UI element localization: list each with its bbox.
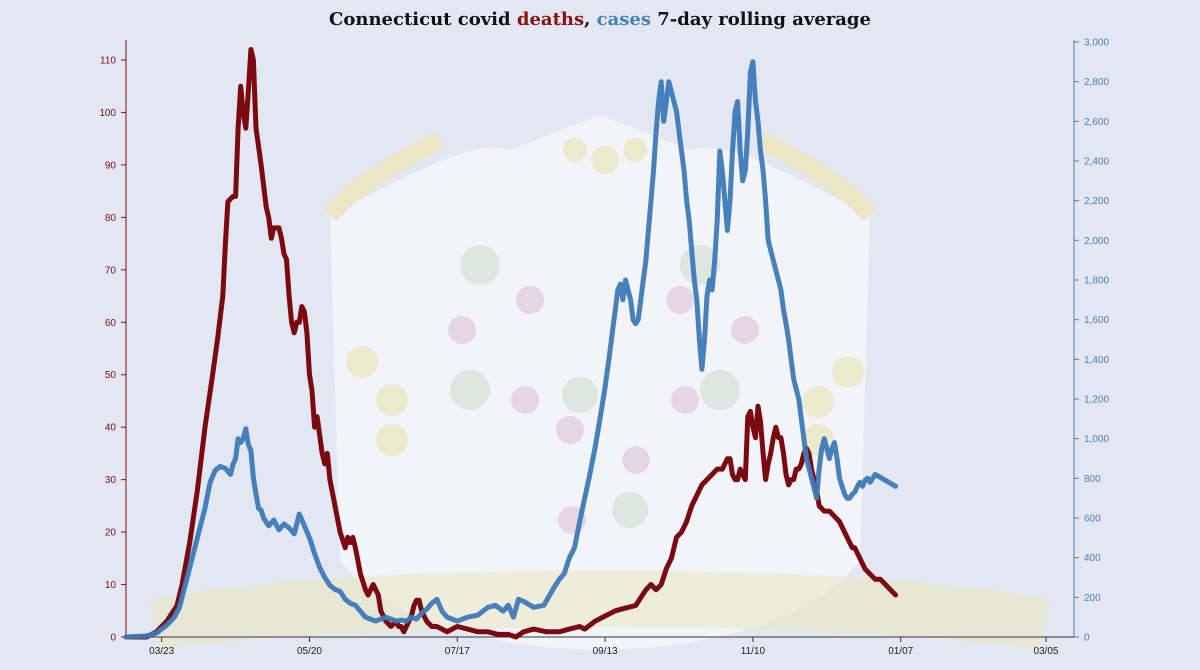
left-tick-label: 50 (105, 370, 117, 381)
right-tick-label: 1,800 (1084, 276, 1109, 287)
right-tick-label: 400 (1084, 553, 1101, 564)
title-cases-word: cases (597, 9, 651, 30)
right-axis: 0 200 400 600 800 1,000 1,200 1,400 1,600 1,800 2,… (1073, 38, 1109, 644)
left-tick-label: 30 (105, 475, 117, 486)
right-tick-label: 1,200 (1084, 395, 1109, 406)
left-tick-label: 70 (105, 265, 117, 276)
right-tick-label: 1,000 (1084, 434, 1109, 445)
title-prefix: Connecticut covid (329, 9, 517, 30)
right-tick-label: 3,000 (1084, 38, 1109, 49)
left-tick-label: 110 (100, 56, 116, 67)
deaths-series-line (123, 47, 899, 640)
right-tick-label: 2,400 (1084, 157, 1109, 168)
x-tick-label: 03/23 (149, 646, 174, 657)
left-tick-label: 20 (105, 528, 117, 539)
left-tick-label: 10 (105, 580, 117, 591)
title-deaths-word: deaths (517, 9, 584, 30)
x-tick-label: 01/07 (888, 646, 913, 657)
x-tick-label: 05/20 (297, 646, 322, 657)
right-tick-label: 1,600 (1084, 315, 1109, 326)
left-axis: 0 10 20 30 40 50 60 70 80 90 100 110 (99, 40, 127, 644)
x-tick-label: 09/13 (593, 646, 618, 657)
x-tick-label: 11/10 (741, 646, 766, 657)
left-tick-label: 100 (99, 108, 116, 119)
left-tick-label: 80 (105, 213, 117, 224)
right-tick-label: 1,400 (1084, 355, 1109, 366)
state-seal-watermark (150, 115, 1050, 650)
right-tick-label: 2,000 (1084, 236, 1109, 247)
right-tick-label: 800 (1084, 474, 1101, 485)
x-tick-label: 07/17 (445, 646, 470, 657)
title-suffix: 7-day rolling average (651, 9, 871, 30)
right-tick-label: 2,200 (1084, 196, 1109, 207)
left-tick-label: 60 (105, 318, 117, 329)
x-axis: 03/23 05/20 07/17 09/13 11/10 01/07 03/05 (126, 636, 1074, 657)
right-tick-label: 0 (1084, 633, 1090, 644)
left-tick-label: 90 (105, 160, 117, 171)
right-tick-label: 2,800 (1084, 77, 1109, 88)
chart-title: Connecticut covid deaths, cases 7-day ro… (329, 9, 871, 30)
cases-series-line (123, 59, 899, 640)
right-tick-label: 2,600 (1084, 117, 1109, 128)
left-tick-label: 0 (110, 633, 116, 644)
right-tick-label: 200 (1084, 593, 1101, 604)
title-separator: , (584, 9, 597, 30)
left-tick-label: 40 (105, 423, 117, 434)
right-tick-label: 600 (1084, 514, 1101, 525)
x-tick-label: 03/05 (1033, 646, 1058, 657)
